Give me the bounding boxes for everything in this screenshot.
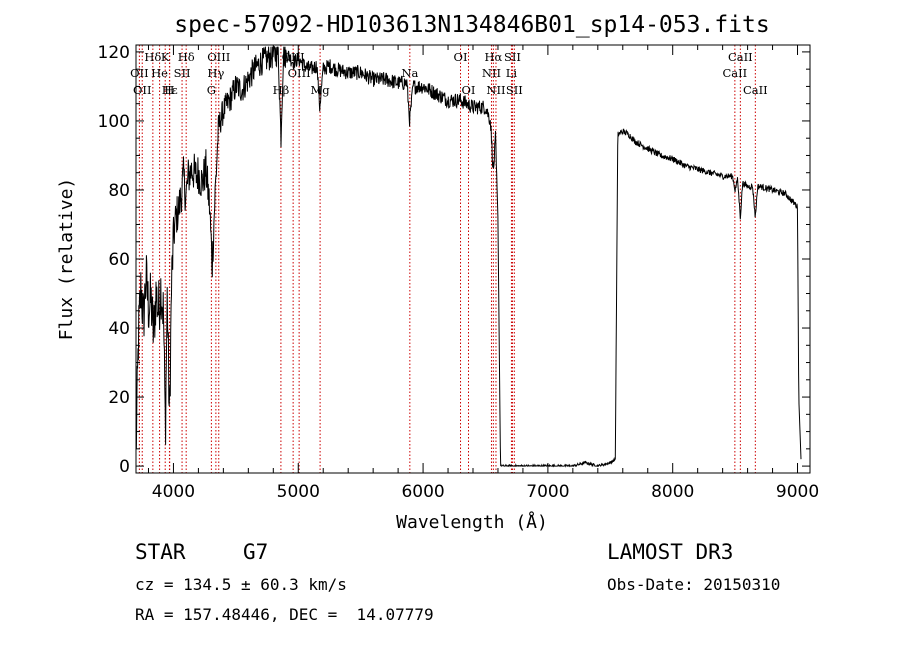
x-axis-label: Wavelength (Å): [396, 511, 548, 533]
line-marker-label: NII: [486, 83, 505, 97]
object-subclass: G7: [243, 540, 269, 564]
line-marker-label: SII: [174, 66, 191, 80]
line-marker-label: SII: [504, 50, 521, 64]
y-axis-label: Flux (relative): [56, 178, 77, 341]
y-tick-label: 100: [98, 112, 130, 132]
line-marker-label: Hδ: [144, 50, 161, 64]
line-marker-label: He: [151, 66, 168, 80]
chart-title: spec-57092-HD103613N134846B01_sp14-053.f…: [174, 12, 769, 38]
y-tick-label: 20: [108, 388, 130, 408]
object-class: STAR: [135, 540, 186, 564]
line-marker-label: SII: [506, 83, 523, 97]
y-tick-label: 80: [108, 181, 130, 201]
line-marker-label: Na: [401, 66, 418, 80]
survey-name: LAMOST DR3: [607, 540, 734, 564]
y-tick-label: 40: [108, 319, 130, 339]
x-tick-label: 7000: [526, 482, 569, 502]
line-marker-label: G: [207, 83, 216, 97]
y-tick-label: 120: [98, 43, 130, 63]
line-marker-label: CaII: [722, 66, 747, 80]
line-marker-label: CaII: [728, 50, 753, 64]
line-marker-label: NII: [482, 66, 501, 80]
line-marker-label: OIII: [207, 50, 230, 64]
line-marker-label: OI: [454, 50, 468, 64]
line-marker-label: CaII: [743, 83, 768, 97]
observation-date: Obs-Date: 20150310: [607, 575, 781, 594]
line-marker-label: Li: [506, 66, 518, 80]
line-marker-label: Mg: [311, 83, 331, 97]
y-tick-label: 0: [119, 457, 130, 477]
x-tick-label: 5000: [277, 482, 320, 502]
plot-frame: [135, 44, 811, 474]
line-marker-label: OI: [462, 83, 476, 97]
line-marker-label: K: [161, 50, 170, 64]
x-tick-label: 4000: [152, 482, 195, 502]
spectrum-line: [135, 46, 802, 468]
x-tick-label: 8000: [651, 482, 694, 502]
line-marker-label: OII: [130, 66, 149, 80]
y-axis-ticks: 0 20 40 60 80 100 120: [98, 43, 810, 477]
line-marker-label: Hβ: [273, 83, 290, 97]
spectral-line-markers: [138, 45, 756, 473]
spectrum-chart: spec-57092-HD103613N134846B01_sp14-053.f…: [56, 12, 819, 533]
line-marker-label: Hε: [162, 83, 178, 97]
x-tick-label: 9000: [776, 482, 819, 502]
y-tick-label: 60: [108, 250, 130, 270]
line-marker-label: Hδ: [178, 50, 195, 64]
coordinates: RA = 157.48446, DEC = 14.07779: [135, 605, 434, 624]
line-marker-label: Hγ: [207, 66, 224, 80]
line-marker-label: H: [164, 83, 174, 97]
redshift-velocity: cz = 134.5 ± 60.3 km/s: [135, 575, 347, 594]
x-tick-label: 6000: [401, 482, 444, 502]
line-marker-label: Hα: [484, 50, 502, 64]
x-axis-ticks: 4000 5000 6000 7000 8000 9000: [147, 45, 819, 502]
